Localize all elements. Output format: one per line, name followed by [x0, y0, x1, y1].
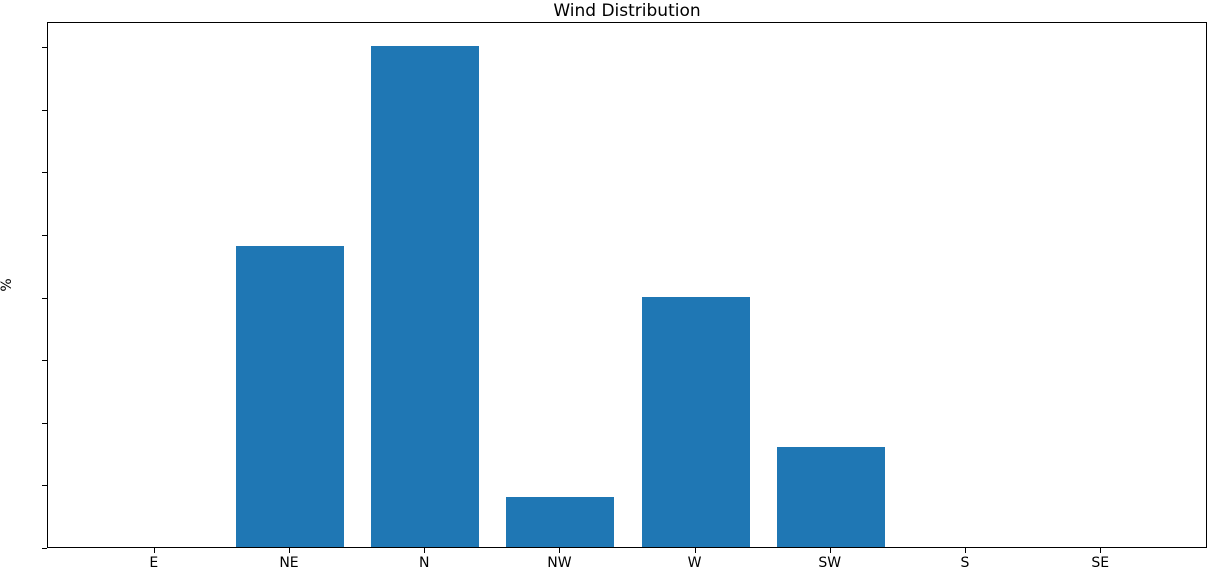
x-tick-mark: [424, 548, 426, 553]
x-tick-label-se: SE: [1091, 555, 1110, 571]
bar-ne: [235, 246, 345, 547]
y-tick-mark: [42, 485, 47, 487]
bar-sw: [776, 446, 885, 547]
y-tick-mark: [42, 422, 47, 424]
x-tick-mark: [289, 548, 290, 553]
y-tick-mark: [42, 172, 47, 174]
x-tick-label-nw: NW: [547, 555, 572, 571]
y-tick-mark: [42, 109, 47, 111]
y-tick-mark: [42, 297, 47, 299]
chart-title: Wind Distribution: [553, 1, 701, 21]
x-tick-mark: [694, 548, 696, 553]
x-tick-label-ne: NE: [279, 555, 299, 571]
x-tick-label-sw: SW: [818, 555, 842, 571]
x-tick-mark: [964, 548, 966, 553]
x-tick-label-s: S: [960, 555, 970, 571]
y-tick-mark: [42, 548, 47, 549]
y-tick-mark: [42, 47, 47, 49]
x-tick-mark: [1100, 548, 1102, 553]
y-tick-mark: [42, 360, 47, 362]
y-tick-mark: [42, 234, 47, 236]
x-tick-label-w: W: [687, 555, 702, 571]
x-tick-mark: [559, 548, 561, 553]
y-axis-label: %: [0, 278, 15, 292]
bar-nw: [506, 496, 615, 547]
bar-w: [641, 296, 750, 547]
x-tick-mark: [153, 548, 155, 553]
x-tick-mark: [829, 548, 831, 553]
bar-n: [371, 46, 480, 547]
plot-area: [47, 22, 1207, 548]
x-tick-label-e: E: [149, 555, 159, 571]
x-tick-label-n: N: [418, 555, 430, 571]
